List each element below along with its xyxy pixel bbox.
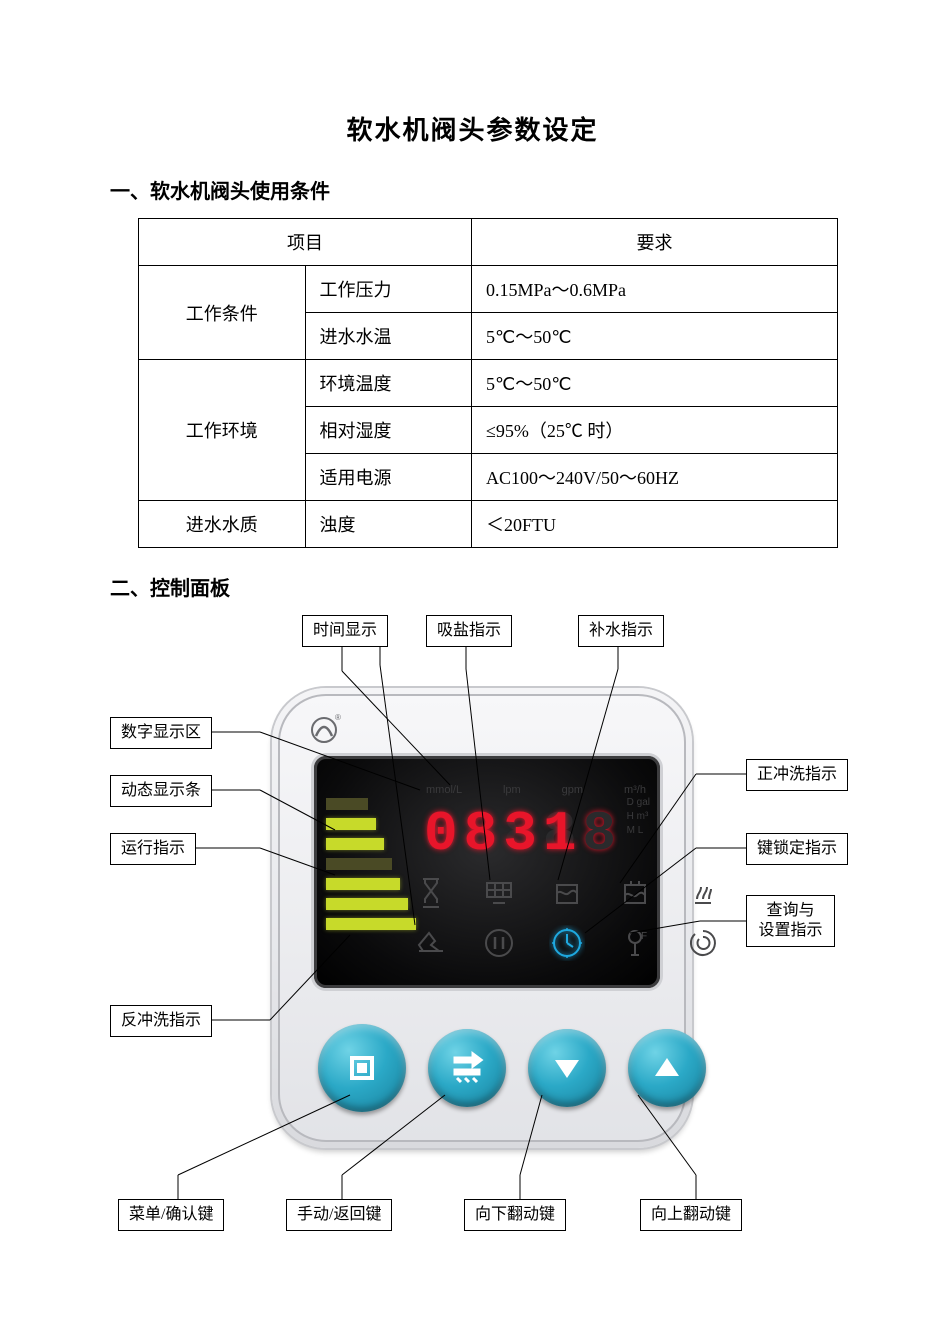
up-button[interactable] — [628, 1029, 706, 1107]
col-header-req: 要求 — [472, 219, 838, 266]
label-manual-return: 手动/返回键 — [286, 1199, 392, 1231]
param: 浊度 — [305, 501, 472, 548]
panel-inner: ® mmol/L lpm gpm m³/h — [278, 694, 686, 1142]
req: ≤95%（25℃ 时） — [472, 407, 838, 454]
bar-5 — [326, 818, 376, 830]
param: 进水水温 — [305, 313, 472, 360]
label-time-display: 时间显示 — [302, 615, 388, 647]
swirl-icon — [682, 922, 724, 964]
param: 环境温度 — [305, 360, 472, 407]
indicator-bars — [326, 798, 416, 938]
digits-fg: 08318 — [424, 802, 622, 866]
pause-icon — [478, 922, 520, 964]
unit: gpm — [562, 784, 583, 796]
right-units: D gal H m³ M L — [627, 796, 650, 838]
bar-0 — [326, 918, 416, 930]
bar-6 — [326, 798, 368, 810]
button-row — [318, 1029, 706, 1112]
device-panel: ® mmol/L lpm gpm m³/h — [272, 688, 692, 1148]
label-scroll-down: 向下翻动键 — [464, 1199, 566, 1231]
tank2-icon — [614, 872, 656, 914]
svg-text:F: F — [641, 931, 647, 942]
label-forward-wash: 正冲洗指示 — [746, 759, 848, 791]
label-salt-indicator: 吸盐指示 — [426, 615, 512, 647]
req: 5℃～50℃ — [472, 313, 838, 360]
label-dynamic-bar: 动态显示条 — [110, 775, 212, 807]
brand-logo-icon: ® — [302, 710, 346, 744]
grid-icon — [478, 872, 520, 914]
cat-water-quality: 进水水质 — [139, 501, 306, 548]
param: 适用电源 — [305, 454, 472, 501]
svg-text:®: ® — [335, 713, 341, 722]
req: AC100～240V/50～60HZ — [472, 454, 838, 501]
menu-confirm-button[interactable] — [318, 1024, 406, 1112]
bar-4 — [326, 838, 384, 850]
top-units: mmol/L lpm gpm m³/h — [426, 784, 646, 796]
tank-icon — [546, 872, 588, 914]
label-menu-confirm: 菜单/确认键 — [118, 1199, 224, 1231]
icon-row-1 — [410, 872, 724, 914]
req: 5℃～50℃ — [472, 360, 838, 407]
label-backwash: 反冲洗指示 — [110, 1005, 212, 1037]
lock-icon: F — [614, 922, 656, 964]
bar-1 — [326, 898, 408, 910]
label-scroll-up: 向上翻动键 — [640, 1199, 742, 1231]
param: 相对湿度 — [305, 407, 472, 454]
doc-title: 软水机阀头参数设定 — [110, 110, 835, 147]
cat-work-env: 工作环境 — [139, 360, 306, 501]
conditions-table: 项目 要求 工作条件 工作压力 0.15MPa～0.6MPa 进水水温 5℃～5… — [138, 218, 838, 548]
unit: mmol/L — [426, 784, 462, 796]
param: 工作压力 — [305, 266, 472, 313]
hourglass-icon — [410, 872, 452, 914]
manual-return-button[interactable] — [428, 1029, 506, 1107]
unit: D gal — [627, 796, 650, 810]
label-query-set: 查询与 设置指示 — [746, 895, 835, 947]
seven-seg-display: 88888 08318 — [424, 802, 622, 866]
unit: m³/h — [624, 784, 646, 796]
req: ＜20FTU — [472, 501, 838, 548]
unit: H m³ — [627, 810, 650, 824]
steam-icon — [682, 872, 724, 914]
icon-row-2: F — [410, 922, 724, 964]
clock-icon — [546, 922, 588, 964]
cycle-icon — [410, 922, 452, 964]
label-key-lock: 键锁定指示 — [746, 833, 848, 865]
label-refill-indicator: 补水指示 — [578, 615, 664, 647]
label-digit-area: 数字显示区 — [110, 717, 212, 749]
section1-heading: 一、软水机阀头使用条件 — [110, 175, 835, 204]
bar-3 — [326, 858, 392, 870]
unit: lpm — [503, 784, 521, 796]
unit: M L — [627, 824, 650, 838]
req: 0.15MPa～0.6MPa — [472, 266, 838, 313]
lcd-screen: mmol/L lpm gpm m³/h D gal H m³ M L 88888… — [314, 756, 660, 988]
col-header-item: 项目 — [139, 219, 472, 266]
label-run-indicator: 运行指示 — [110, 833, 196, 865]
down-button[interactable] — [528, 1029, 606, 1107]
section2-heading: 二、控制面板 — [110, 572, 835, 601]
bar-2 — [326, 878, 400, 890]
control-panel-diagram: 时间显示 吸盐指示 补水指示 数字显示区 动态显示条 运行指示 反冲洗指示 正冲… — [110, 615, 835, 1235]
cat-work-cond: 工作条件 — [139, 266, 306, 360]
